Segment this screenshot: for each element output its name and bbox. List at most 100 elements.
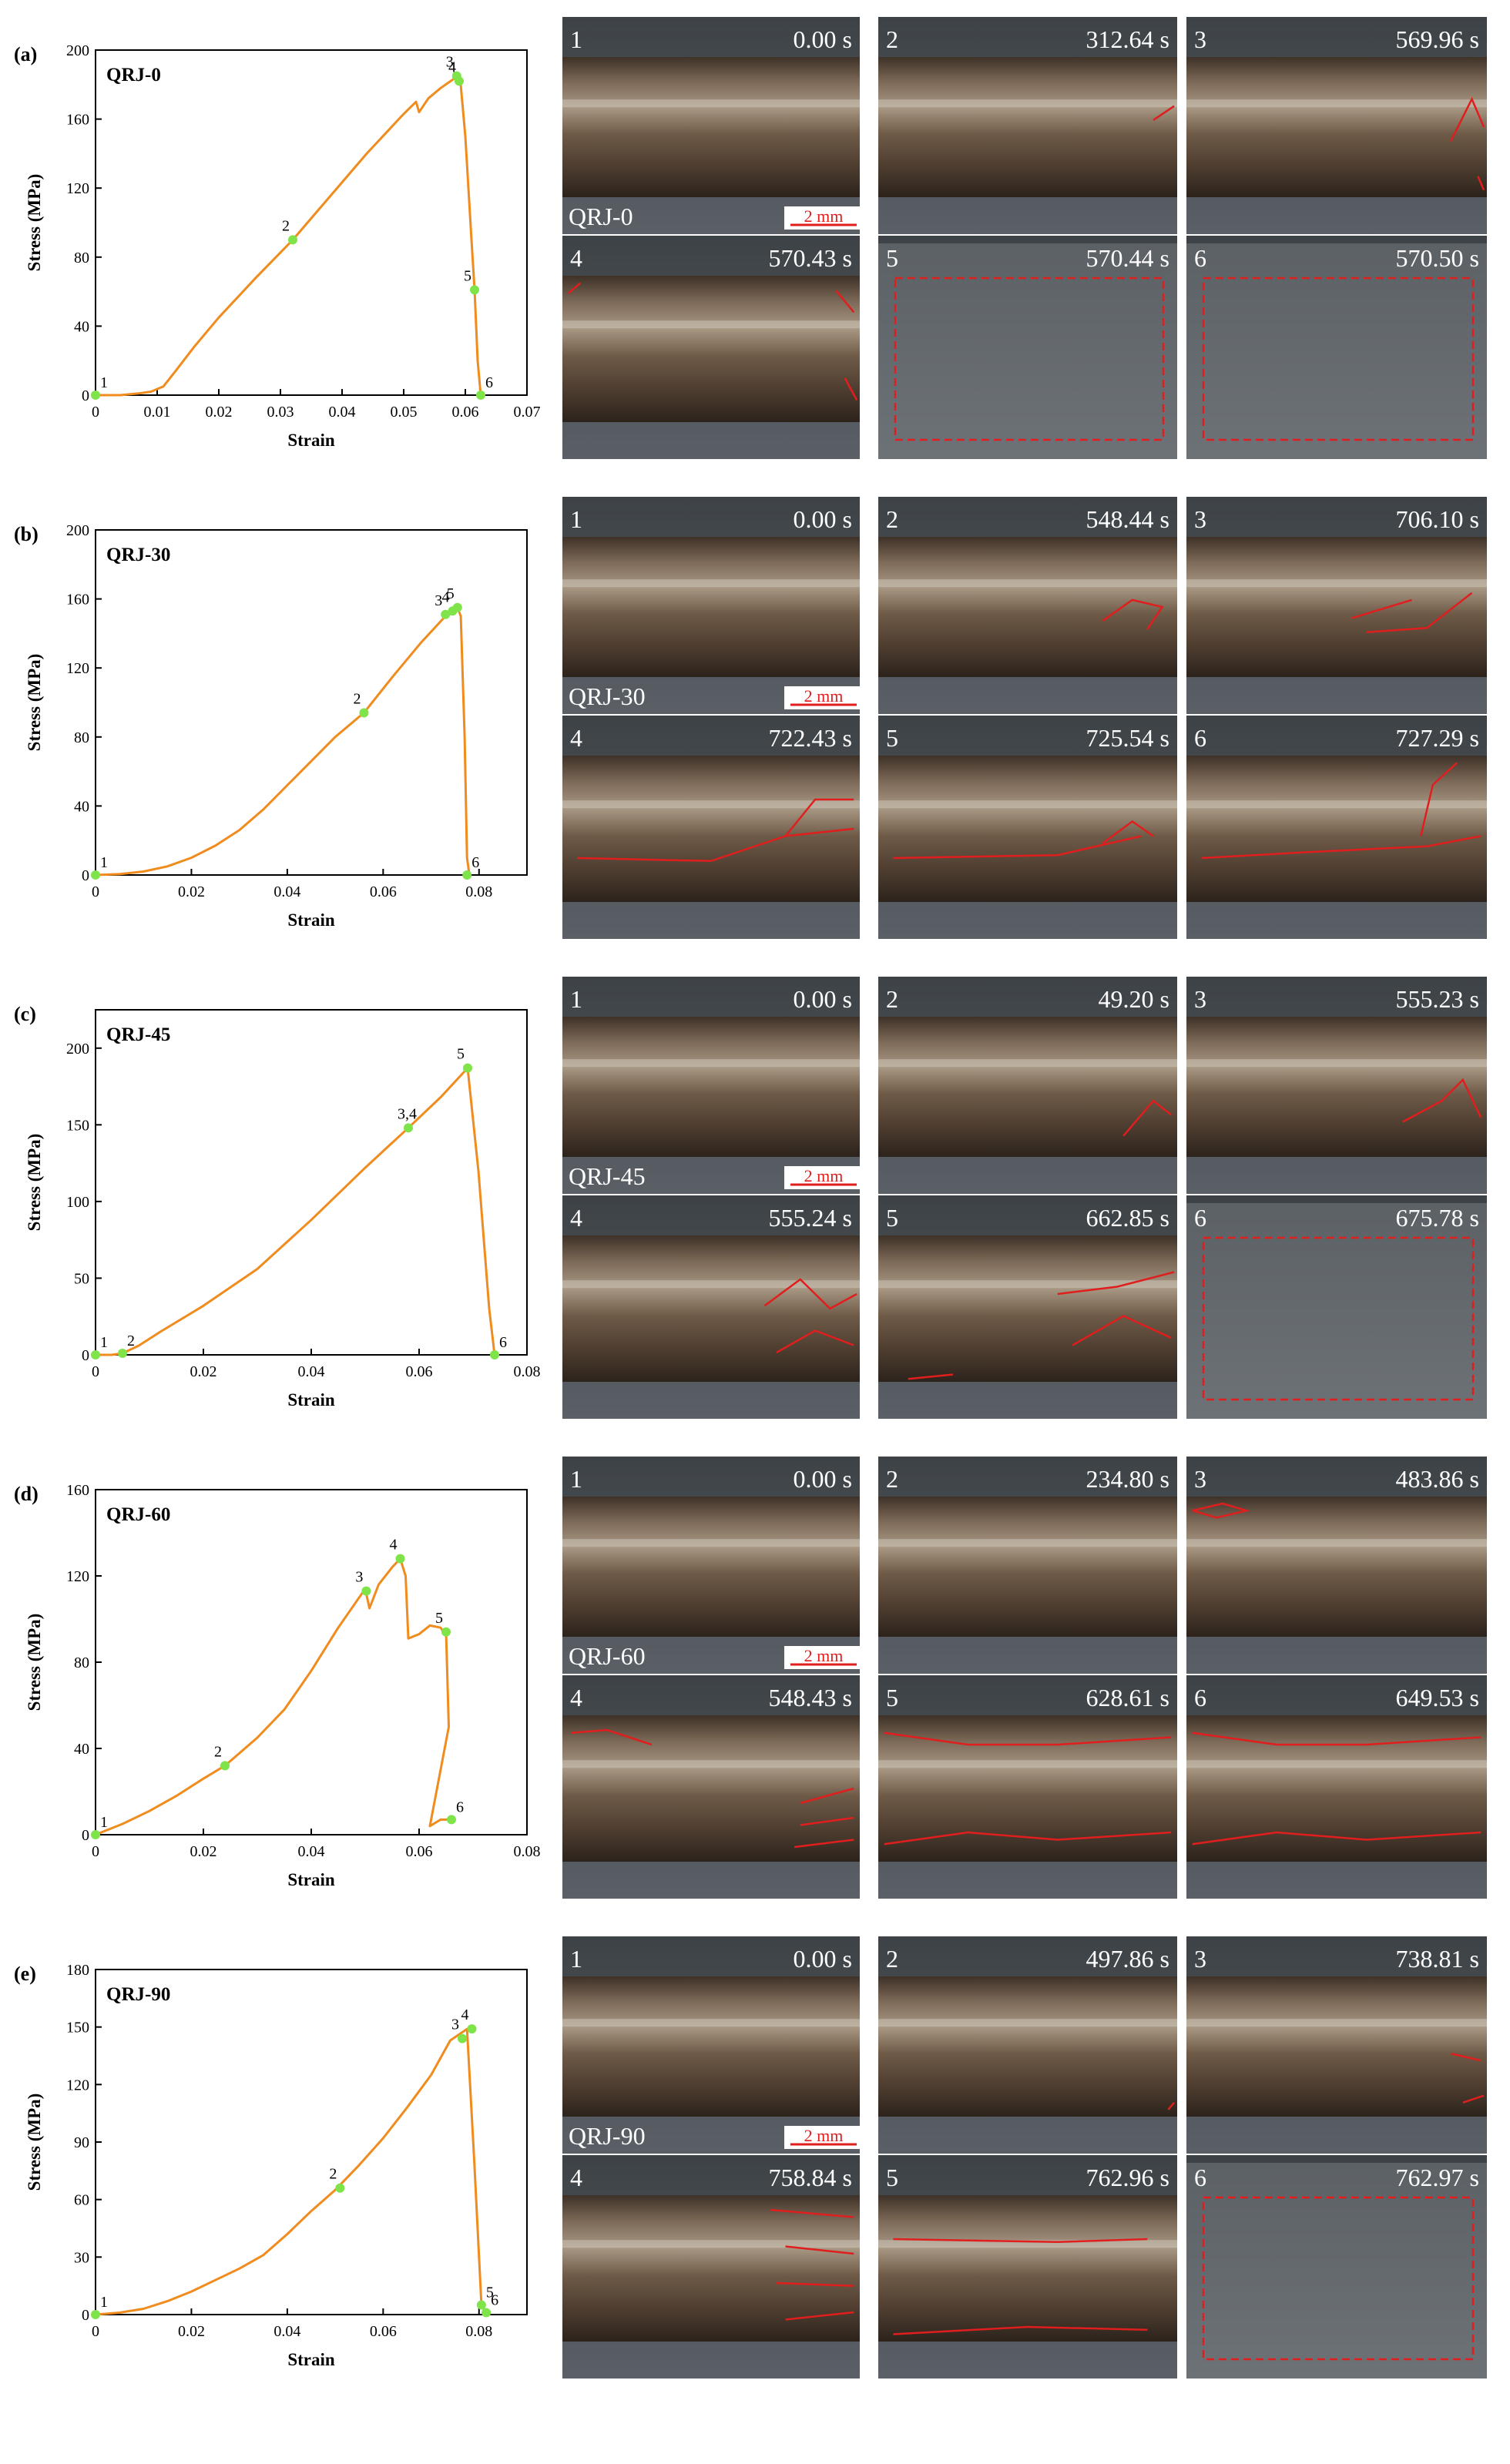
y-tick-label: 40 <box>74 318 89 335</box>
frame-index: 1 <box>570 1945 582 1973</box>
frame-index: 6 <box>1194 724 1206 752</box>
x-tick-label: 0 <box>92 404 99 421</box>
frame-time: 570.44 s <box>1086 244 1169 272</box>
fracture-gap <box>1186 2163 1487 2379</box>
stress-strain-line <box>95 2027 488 2316</box>
x-tick-label: 0.06 <box>406 1363 433 1380</box>
photo-frame-1: 1 0.00 s <box>562 977 860 1194</box>
crack-outline <box>1462 2094 1485 2104</box>
rod-highlight <box>878 1539 1177 1547</box>
photo-frame-5: 5 725.54 s <box>878 716 1177 939</box>
frame-index: 6 <box>1194 2164 1206 2191</box>
y-tick-label: 150 <box>66 2020 89 2037</box>
plot-frame <box>95 529 528 876</box>
rod-specimen <box>878 1235 1177 1382</box>
crack-outline <box>1192 1831 1481 1845</box>
frame-time: 569.96 s <box>1396 25 1479 53</box>
frame-time: 758.84 s <box>769 2164 852 2191</box>
x-tick-label: 0.03 <box>267 404 294 421</box>
x-tick-label: 0.04 <box>298 1363 325 1380</box>
crack-outline <box>1122 1099 1172 1137</box>
photo-frame-4: 4 548.43 s <box>562 1675 860 1899</box>
rod-specimen <box>562 276 860 422</box>
x-tick-label: 0.02 <box>178 883 205 900</box>
stress-strain-line <box>96 75 482 397</box>
x-axis-label: Strain <box>287 910 335 930</box>
rod-specimen <box>1186 1497 1487 1637</box>
rod-highlight <box>562 1280 860 1289</box>
x-tick-label: 0 <box>92 2323 99 2340</box>
chart-title: QRJ-60 <box>106 1504 170 1525</box>
x-tick-label: 0.08 <box>465 2323 492 2340</box>
stage-point-label: 2 <box>214 1743 222 1760</box>
y-tick-label: 160 <box>66 592 89 608</box>
frame-index: 3 <box>1194 1945 1206 1973</box>
fracture-gap <box>1186 1203 1487 1419</box>
frame-time: 649.53 s <box>1396 1684 1479 1711</box>
y-tick-label: 200 <box>66 1041 89 1058</box>
frame-index: 3 <box>1194 25 1206 53</box>
rod-highlight <box>562 99 860 108</box>
x-tick-label: 0.04 <box>298 1843 325 1860</box>
rod-highlight <box>1186 800 1487 809</box>
rod-highlight <box>562 320 860 329</box>
rod-highlight <box>562 579 860 588</box>
y-tick-label: 150 <box>66 1117 89 1134</box>
scale-bar-label: 2 mm <box>804 2126 844 2145</box>
photo-frame-6: 6 762.97 s <box>1186 2155 1487 2379</box>
stage-point-label: 2 <box>329 2166 337 2183</box>
frame-index: 2 <box>886 985 898 1013</box>
stage-point-label: 6 <box>485 374 493 391</box>
rod-specimen <box>562 756 860 902</box>
frame-index: 6 <box>1194 1684 1206 1711</box>
y-tick-label: 120 <box>66 180 89 197</box>
frame-index: 1 <box>570 25 582 53</box>
frame-time: 0.00 s <box>794 505 852 533</box>
photo-frame-4: 4 722.43 s <box>562 716 860 939</box>
rod-specimen <box>1186 57 1487 197</box>
x-axis-label: Strain <box>287 1870 335 1889</box>
stage-point-label: 1 <box>100 374 108 391</box>
crack-outline <box>800 1787 854 1805</box>
frame-time: 570.50 s <box>1396 244 1479 272</box>
frame-index: 5 <box>886 1684 898 1711</box>
rod-highlight <box>878 99 1177 108</box>
rod-specimen <box>878 57 1177 197</box>
specimen-label: QRJ-45 <box>569 1162 646 1190</box>
photo-frame-6: 6 649.53 s <box>1186 1675 1487 1899</box>
crack-outline <box>776 2281 854 2288</box>
x-tick-label: 0.04 <box>273 2323 300 2340</box>
crack-outline <box>1402 1078 1482 1123</box>
panel-label: (d) <box>14 1483 39 1505</box>
frame-index: 1 <box>570 985 582 1013</box>
rod-specimen <box>562 1976 860 2117</box>
stage-point-3-4 <box>404 1123 413 1133</box>
rod-specimen <box>878 756 1177 902</box>
rod-highlight <box>1186 99 1487 108</box>
chart-1: (a) QRJ-0 0 0.01 0.02 0.03 0.04 0.05 0.06 0.07 0 40… <box>14 42 541 450</box>
y-tick-label: 160 <box>66 1482 89 1499</box>
x-tick-label: 0.02 <box>206 404 233 421</box>
crack-outline <box>1419 762 1458 836</box>
y-tick-label: 30 <box>74 2249 89 2266</box>
x-tick-label: 0.07 <box>514 404 541 421</box>
frame-time: 762.97 s <box>1396 2164 1479 2191</box>
y-tick-label: 80 <box>74 1654 89 1671</box>
chart-3: (c) QRJ-45 0 0.02 0.04 0.06 0.08 0 50 100 150 200 St… <box>14 1003 541 1410</box>
stage-point-label: 2 <box>353 690 361 707</box>
rod-specimen <box>562 537 860 677</box>
stage-point-label: 4 <box>448 59 456 75</box>
scale-bar-label: 2 mm <box>804 1646 844 1665</box>
frame-index: 3 <box>1194 985 1206 1013</box>
crack-outline <box>1450 96 1485 142</box>
chart-5: (e) QRJ-90 0 0.02 0.04 0.06 0.08 0 30 60 90 120 150 1… <box>14 1962 528 2369</box>
stage-point-6 <box>447 1815 456 1825</box>
crack-outline <box>1477 176 1485 191</box>
rod-highlight <box>878 1059 1177 1068</box>
photo-frame-2: 2 234.80 s <box>878 1457 1177 1674</box>
rod-highlight <box>562 1059 860 1068</box>
crack-outline <box>1201 835 1481 860</box>
photo-frame-2: 2 49.20 s <box>878 977 1177 1194</box>
chart-4: (d) QRJ-60 0 0.02 0.04 0.06 0.08 0 40 80 120 160 Str… <box>14 1482 541 1889</box>
stage-point-5 <box>441 1627 451 1637</box>
